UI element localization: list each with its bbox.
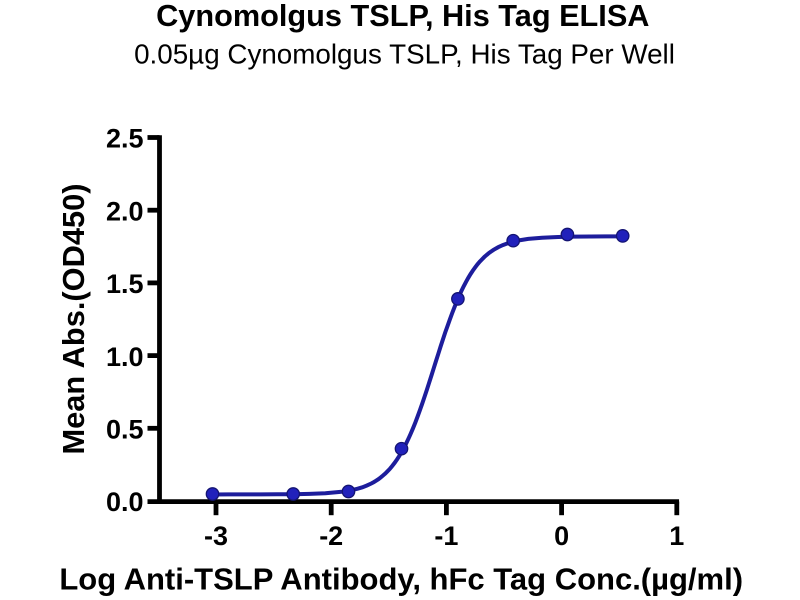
svg-text:0.0: 0.0	[106, 487, 144, 517]
svg-text:0.05µg Cynomolgus TSLP, His Ta: 0.05µg Cynomolgus TSLP, His Tag Per Well	[134, 38, 675, 69]
svg-text:-1: -1	[434, 521, 458, 551]
svg-text:1: 1	[669, 521, 684, 551]
svg-text:0.5: 0.5	[106, 415, 144, 445]
svg-text:Log Anti-TSLP Antibody, hFc Ta: Log Anti-TSLP Antibody, hFc Tag Conc.(µg…	[59, 562, 743, 597]
svg-text:Cynomolgus TSLP, His Tag ELISA: Cynomolgus TSLP, His Tag ELISA	[156, 0, 649, 33]
svg-text:2.5: 2.5	[106, 124, 144, 154]
svg-text:1.0: 1.0	[106, 342, 144, 372]
svg-text:-3: -3	[204, 521, 228, 551]
svg-text:2.0: 2.0	[106, 196, 144, 226]
svg-text:Mean Abs.(OD450): Mean Abs.(OD450)	[56, 184, 91, 455]
svg-text:1.5: 1.5	[106, 269, 144, 299]
svg-text:0: 0	[554, 521, 569, 551]
svg-text:-2: -2	[319, 521, 343, 551]
